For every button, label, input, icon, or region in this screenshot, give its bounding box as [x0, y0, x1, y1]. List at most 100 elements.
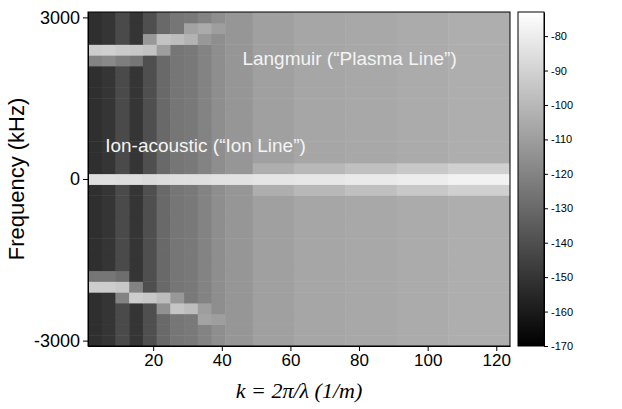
- cell: [294, 314, 346, 325]
- cell: [170, 217, 184, 228]
- cell: [184, 120, 198, 131]
- cell: [397, 335, 449, 346]
- cell: [88, 271, 102, 282]
- cell: [397, 109, 449, 120]
- cell: [184, 195, 198, 206]
- cell: [198, 120, 212, 131]
- cell: [129, 238, 143, 249]
- cell: [184, 109, 198, 120]
- cell: [397, 87, 449, 98]
- cell: [102, 324, 116, 335]
- cell: [253, 174, 295, 185]
- colorbar-tick-mark: [544, 139, 548, 140]
- cell: [345, 34, 397, 45]
- cell: [448, 44, 510, 55]
- cell: [157, 109, 171, 120]
- cell: [345, 98, 397, 109]
- cell: [129, 66, 143, 77]
- cell: [448, 66, 510, 77]
- cell: [184, 23, 198, 34]
- cell: [294, 174, 346, 185]
- cell: [253, 271, 295, 282]
- cell: [212, 109, 226, 120]
- cell: [88, 163, 102, 174]
- cell: [129, 77, 143, 88]
- cell: [212, 66, 226, 77]
- cell: [225, 23, 253, 34]
- cell: [129, 163, 143, 174]
- y-tick-mark: [83, 17, 88, 18]
- cell: [129, 44, 143, 55]
- x-tick-label: 100: [414, 351, 442, 370]
- cell: [88, 314, 102, 325]
- cell: [170, 314, 184, 325]
- cell: [253, 120, 295, 131]
- cell: [88, 227, 102, 238]
- y-axis: -300003000: [34, 8, 89, 351]
- cell: [448, 292, 510, 303]
- cell: [115, 260, 129, 271]
- cell: [294, 271, 346, 282]
- plot-frame: [88, 12, 510, 346]
- cell: [212, 335, 226, 346]
- cell: [143, 271, 157, 282]
- cell: [448, 184, 510, 195]
- cell: [115, 87, 129, 98]
- cell: [225, 292, 253, 303]
- cell: [198, 249, 212, 260]
- cell: [88, 281, 102, 292]
- cell: [170, 87, 184, 98]
- cell: [345, 303, 397, 314]
- cell: [212, 44, 226, 55]
- cell: [225, 98, 253, 109]
- cell: [294, 77, 346, 88]
- cell: [129, 303, 143, 314]
- cell: [115, 174, 129, 185]
- cell: [88, 174, 102, 185]
- cell: [88, 217, 102, 228]
- cell: [102, 303, 116, 314]
- cell: [170, 281, 184, 292]
- cell: [225, 271, 253, 282]
- cell: [225, 195, 253, 206]
- cell: [294, 303, 346, 314]
- cell: [184, 303, 198, 314]
- cell: [225, 174, 253, 185]
- cell: [397, 303, 449, 314]
- cell: [170, 66, 184, 77]
- colorbar-tick: -140: [544, 237, 573, 249]
- cell: [129, 281, 143, 292]
- cell: [129, 87, 143, 98]
- cell: [115, 314, 129, 325]
- cell: [143, 292, 157, 303]
- cell: [129, 55, 143, 66]
- cell: [143, 303, 157, 314]
- y-axis-title: Frequency (kHz): [4, 98, 29, 261]
- colorbar-axis-line: [544, 13, 545, 347]
- cell: [184, 77, 198, 88]
- cell: [184, 260, 198, 271]
- cell: [198, 238, 212, 249]
- cell: [88, 87, 102, 98]
- cell: [253, 217, 295, 228]
- cell: [345, 152, 397, 163]
- y-tick: 0: [70, 169, 88, 189]
- cell: [184, 238, 198, 249]
- cell: [184, 249, 198, 260]
- colorbar-tick-mark: [544, 174, 548, 175]
- cell: [212, 77, 226, 88]
- cell: [448, 281, 510, 292]
- cell: [397, 324, 449, 335]
- cell: [212, 292, 226, 303]
- cell: [448, 87, 510, 98]
- cell: [170, 120, 184, 131]
- cell: [225, 34, 253, 45]
- colorbar-tick-mark: [544, 277, 548, 278]
- cell: [115, 195, 129, 206]
- cell: [397, 120, 449, 131]
- x-axis-title: k = 2π/λ (1/m): [236, 378, 362, 403]
- cell: [345, 141, 397, 152]
- cell: [184, 184, 198, 195]
- cell: [115, 66, 129, 77]
- cell: [448, 303, 510, 314]
